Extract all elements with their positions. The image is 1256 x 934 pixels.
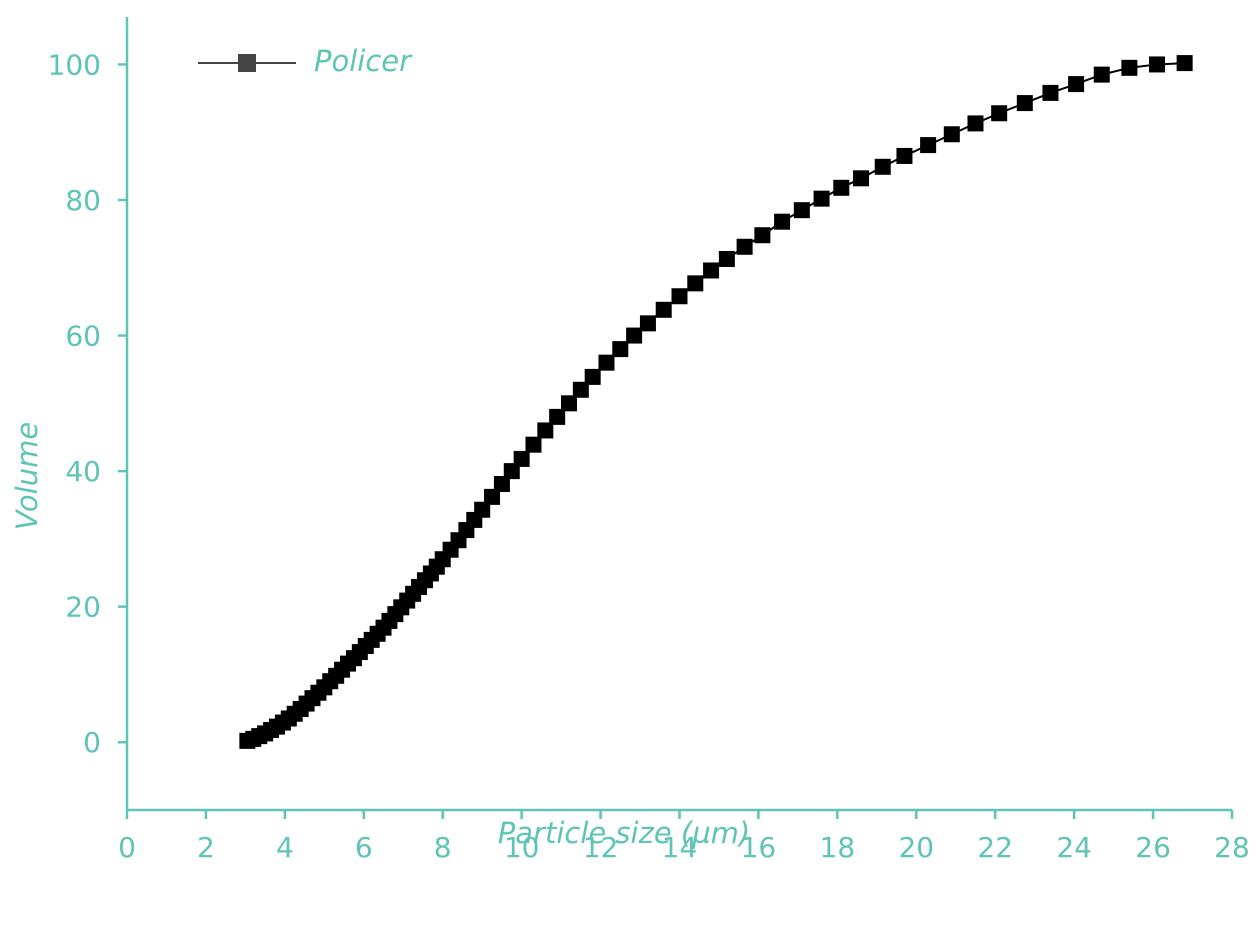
x-tick-label: 8 xyxy=(434,831,452,864)
x-ticks: 0 2 4 6 8 10 12 14 16 18 20 22 24 26 28 xyxy=(118,810,1250,864)
x-tick-label: 24 xyxy=(1056,831,1092,864)
y-axis-title: Volume xyxy=(10,422,44,530)
data-point xyxy=(874,158,891,175)
series-layer xyxy=(239,55,1193,749)
data-point xyxy=(474,501,491,518)
x-tick-label: 16 xyxy=(741,831,777,864)
data-point xyxy=(774,213,791,230)
x-tick-label: 10 xyxy=(504,831,540,864)
data-point xyxy=(513,450,530,467)
x-tick-label: 0 xyxy=(118,831,136,864)
x-axis-title: Particle size (µm) xyxy=(498,816,750,850)
x-tick-label: 4 xyxy=(276,831,294,864)
data-point xyxy=(549,408,566,425)
data-point xyxy=(1016,95,1033,112)
legend: Policer xyxy=(198,44,413,78)
data-point xyxy=(612,341,629,358)
x-tick-label: 2 xyxy=(197,831,215,864)
data-point xyxy=(572,381,589,398)
data-point xyxy=(1149,56,1166,73)
data-point xyxy=(537,422,554,439)
data-point xyxy=(718,250,735,267)
data-point xyxy=(920,137,937,154)
data-point xyxy=(493,475,510,492)
data-point xyxy=(833,179,850,196)
data-point xyxy=(703,262,720,279)
data-point xyxy=(671,288,688,305)
data-point xyxy=(793,202,810,219)
x-tick-label: 20 xyxy=(898,831,934,864)
data-point xyxy=(584,368,601,385)
data-point xyxy=(853,170,870,187)
series-line xyxy=(247,62,1185,742)
data-point xyxy=(561,395,577,412)
data-point xyxy=(1121,59,1138,76)
x-tick-label: 22 xyxy=(977,831,1013,864)
legend-marker xyxy=(238,54,256,72)
data-point xyxy=(896,147,913,164)
data-point xyxy=(626,327,643,344)
y-tick-label: 0 xyxy=(83,726,101,759)
y-tick-label: 80 xyxy=(65,184,101,217)
x-tick-label: 18 xyxy=(820,831,856,864)
data-point xyxy=(754,227,771,244)
x-tick-label: 12 xyxy=(583,831,619,864)
data-point xyxy=(525,436,542,453)
y-tick-label: 40 xyxy=(65,455,101,488)
y-tick-label: 60 xyxy=(65,320,101,353)
data-point xyxy=(1042,84,1059,101)
y-ticks: 0 20 40 60 80 100 xyxy=(48,48,127,759)
data-point xyxy=(655,301,672,318)
y-tick-label: 20 xyxy=(65,591,101,624)
data-point xyxy=(503,463,520,480)
data-point xyxy=(943,126,960,143)
data-point xyxy=(1068,76,1085,93)
data-point xyxy=(813,190,830,207)
data-point xyxy=(639,315,656,332)
data-point xyxy=(484,488,501,505)
data-point xyxy=(1176,55,1193,72)
data-point xyxy=(736,238,753,255)
x-tick-label: 6 xyxy=(355,831,373,864)
data-point xyxy=(967,115,984,132)
x-tick-label: 26 xyxy=(1135,831,1171,864)
x-tick-label: 28 xyxy=(1214,831,1250,864)
data-point xyxy=(687,275,704,292)
x-tick-label: 14 xyxy=(662,831,698,864)
legend-label: Policer xyxy=(314,44,413,78)
data-point xyxy=(991,105,1008,122)
data-point xyxy=(598,354,615,371)
data-point xyxy=(1093,66,1110,83)
axes xyxy=(125,17,1232,812)
y-tick-label: 100 xyxy=(48,48,101,81)
